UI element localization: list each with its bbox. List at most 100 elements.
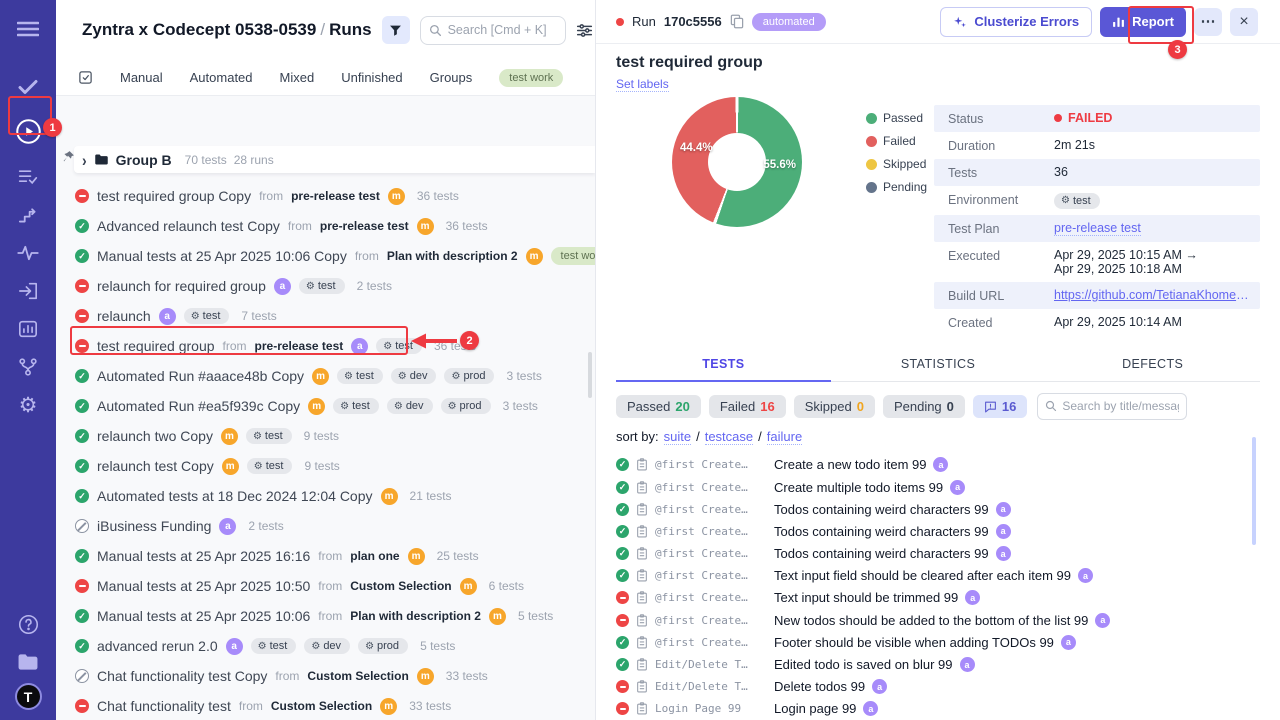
environment-chip[interactable]: ⚙ test [298, 278, 345, 294]
right-scrollbar-thumb[interactable] [1252, 437, 1256, 545]
run-row[interactable]: relaunch test Copy m ⚙test 9 tests [56, 451, 595, 481]
run-row[interactable]: relaunch two Copy m ⚙test 9 tests [56, 421, 595, 451]
left-scrollbar-thumb[interactable] [588, 352, 592, 398]
avatar[interactable]: T [0, 683, 56, 720]
environment-chip[interactable]: ⚙ test [1054, 192, 1100, 209]
environment-chip[interactable]: ⚙ dev [390, 368, 437, 384]
runs-search[interactable] [419, 15, 566, 45]
run-row[interactable]: Chat functionality test Copy from Custom S… [56, 661, 595, 691]
environment-chip[interactable]: ⚙ test [337, 368, 383, 384]
environment-chip[interactable]: ⚙ test [183, 308, 230, 324]
import-icon[interactable] [0, 276, 56, 306]
environment-chip[interactable]: ⚙ prod [440, 398, 491, 414]
run-row[interactable]: test required group Copy from pre-release … [56, 181, 595, 211]
menu-icon[interactable] [0, 14, 56, 44]
environment-chip[interactable]: ⚙ prod [358, 638, 409, 654]
environment-chip[interactable]: ⚙ test [333, 398, 379, 414]
status-passed-icon [75, 219, 89, 233]
tab-mixed[interactable]: Mixed [279, 70, 315, 85]
view-settings-icon[interactable] [576, 18, 593, 42]
filter-chip-failed[interactable]: Failed 16 [708, 394, 786, 418]
run-row[interactable]: iBusiness Funding a 2 tests [56, 511, 595, 541]
run-row[interactable]: Chat functionality test from Custom Select… [56, 691, 595, 720]
runs-search-input[interactable] [447, 23, 557, 37]
sort-failure-link[interactable]: failure [766, 428, 803, 445]
chevron-right-icon[interactable]: › [82, 149, 87, 170]
test-row[interactable]: @first Create… Text input field should be… [616, 565, 1260, 587]
filter-chip-skipped[interactable]: Skipped 0 [793, 394, 875, 418]
analytics-icon[interactable] [0, 314, 56, 344]
run-row[interactable]: relaunch a ⚙ test 7 tests [56, 301, 595, 331]
test-row[interactable]: @first Create… Footer should be visible w… [616, 631, 1260, 653]
test-row[interactable]: Edit/Delete T… Delete todos 99 a [616, 676, 1260, 698]
test-row[interactable]: @first Create… Todos containing weird cha… [616, 520, 1260, 542]
test-row[interactable]: @first Create… Todos containing weird cha… [616, 498, 1260, 520]
test-row[interactable]: Edit/Delete T… Edited todo is saved on bl… [616, 653, 1260, 675]
filter-chip-passed[interactable]: Passed 20 [616, 394, 701, 418]
test-cases-icon[interactable] [0, 162, 56, 192]
gear-icon: ⚙ [340, 400, 350, 412]
run-row[interactable]: test required group from pre-release test a… [56, 331, 595, 361]
legend-item: Pending [866, 180, 928, 194]
run-row[interactable]: Automated tests at 18 Dec 2024 12:04 Cop… [56, 481, 595, 511]
test-row[interactable]: @first Create… Text input should be trimm… [616, 587, 1260, 609]
test-row[interactable]: @first Create… New todos should be added … [616, 609, 1260, 631]
projects-folder-icon[interactable] [0, 647, 56, 677]
tab-automated[interactable]: Automated [189, 70, 253, 85]
branches-icon[interactable] [0, 352, 56, 382]
build-url-link[interactable]: https://github.com/TetianaKhomenko/Lo... [1054, 287, 1250, 302]
clusterize-errors-button[interactable]: Clusterize Errors [940, 6, 1093, 37]
run-row[interactable]: Manual tests at 25 Apr 2025 10:50 from Cus… [56, 571, 595, 601]
tests-search-input[interactable] [1062, 399, 1180, 414]
breadcrumb-project[interactable]: Zyntra x Codecept 0538-0539 [82, 20, 317, 39]
report-button[interactable]: Report [1100, 6, 1186, 37]
test-row[interactable]: @first Create… Create a new todo item 99 a [616, 454, 1260, 476]
run-row[interactable]: Manual tests at 25 Apr 2025 10:06 from Pla… [56, 601, 595, 631]
close-run-panel-button[interactable] [1230, 7, 1258, 36]
test-row[interactable]: @first Create… Todos containing weird cha… [616, 543, 1260, 565]
tests-search[interactable] [1037, 392, 1188, 420]
test-row[interactable]: Login Page 99 Login page 99 a [616, 698, 1260, 720]
steps-icon[interactable] [0, 200, 56, 230]
settings-gear-icon[interactable]: ⚙ [18, 393, 38, 417]
tab-tests[interactable]: TESTS [616, 350, 831, 382]
copy-icon[interactable] [730, 14, 744, 29]
environment-chip[interactable]: ⚙ dev [386, 398, 433, 414]
environment-chip[interactable]: ⚙ test [245, 428, 292, 444]
environment-chip[interactable]: ⚙ dev [304, 638, 351, 654]
run-tag[interactable]: test work [550, 247, 595, 265]
environment-chip[interactable]: ⚙ test [376, 338, 422, 354]
tab-defects[interactable]: DEFECTS [1122, 356, 1184, 371]
more-actions-button[interactable] [1194, 7, 1222, 36]
check-icon[interactable] [0, 72, 56, 102]
run-row[interactable]: Advanced relaunch test Copy from pre-relea… [56, 211, 595, 241]
select-all-icon[interactable] [78, 70, 93, 85]
activity-icon[interactable] [0, 238, 56, 268]
tab-statistics[interactable]: STATISTICS [900, 356, 976, 371]
sort-suite-link[interactable]: suite [663, 428, 692, 445]
run-row[interactable]: Manual tests at 25 Apr 2025 16:16 frompla… [56, 541, 595, 571]
comments-filter-chip[interactable]: 16 [972, 394, 1028, 418]
run-row[interactable]: Automated Run #aaace48b Copym⚙test⚙dev⚙p… [56, 361, 595, 391]
set-labels-link[interactable]: Set labels [616, 77, 669, 93]
runs-play-icon[interactable] [0, 114, 56, 148]
filter-chip-pending[interactable]: Pending 0 [882, 394, 965, 418]
tag-filter-test-work[interactable]: test work [499, 68, 564, 87]
tab-unfinished[interactable]: Unfinished [341, 70, 403, 85]
sort-testcase-link[interactable]: testcase [704, 428, 754, 445]
test-plan-link[interactable]: pre-release test [1054, 220, 1141, 236]
run-row[interactable]: Automated Run #ea5f939c Copym⚙test⚙dev⚙p… [56, 391, 595, 421]
environment-name: test [269, 640, 288, 652]
tab-groups[interactable]: Groups [429, 70, 473, 85]
run-row[interactable]: relaunch for required group a ⚙ test 2 tests [56, 271, 595, 301]
filter-button[interactable] [381, 16, 410, 44]
run-row[interactable]: Manual tests at 25 Apr 2025 10:06 Copy fr… [56, 241, 595, 271]
group-row[interactable]: › Group B 70 tests 28 runs [74, 146, 595, 173]
environment-chip[interactable]: ⚙ test [250, 638, 297, 654]
tab-manual[interactable]: Manual [120, 70, 163, 85]
environment-chip[interactable]: ⚙ test [246, 458, 293, 474]
help-icon[interactable] [0, 609, 56, 639]
test-row[interactable]: @first Create… Create multiple todo items… [616, 476, 1260, 498]
environment-chip[interactable]: ⚙ prod [444, 368, 495, 384]
